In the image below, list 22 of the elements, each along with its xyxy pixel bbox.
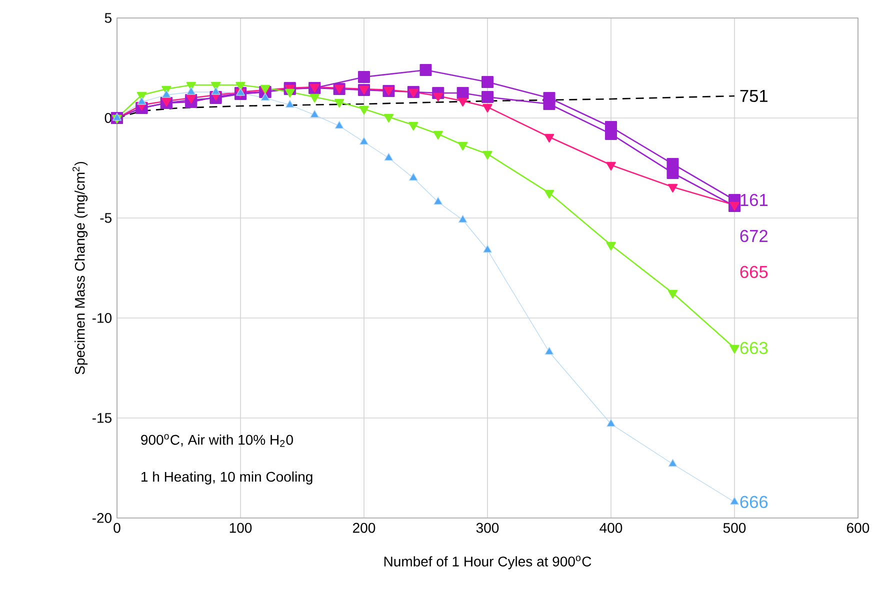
y-tick-label: -15 (92, 413, 112, 423)
y-tick-label: -20 (92, 513, 112, 523)
y-axis-title: Specimen Mass Change (mg/cm$^{2}$) (72, 162, 88, 374)
series-label: 663 (740, 342, 768, 354)
text: 665 (740, 266, 768, 278)
annotation: 900$^{o}$C, Air with 10% H$_{2}$0 (141, 434, 293, 447)
series-label: 751 (740, 90, 768, 102)
series-label: 161 (740, 194, 768, 206)
x-tick-label: 100 (230, 522, 252, 533)
x-tick-label: 400 (600, 522, 622, 533)
y-tick-label: -10 (92, 313, 112, 323)
y-tick-label: 5 (104, 13, 112, 23)
x-axis-title: Numbef of 1 Hour Cyles at 900$^{o}$C (384, 556, 592, 570)
x-tick-label: 600 (847, 522, 870, 533)
y-tick-label: -5 (100, 213, 112, 223)
x-tick-label: 300 (476, 522, 499, 533)
annotation: 1 h Heating, 10 min Cooling (142, 471, 312, 485)
series-label: 672 (740, 230, 768, 242)
series-label: 666 (740, 496, 768, 508)
x-tick-label: 200 (353, 522, 376, 533)
x-tick-label: 500 (723, 522, 746, 533)
x-tick-label: 0 (114, 522, 120, 533)
